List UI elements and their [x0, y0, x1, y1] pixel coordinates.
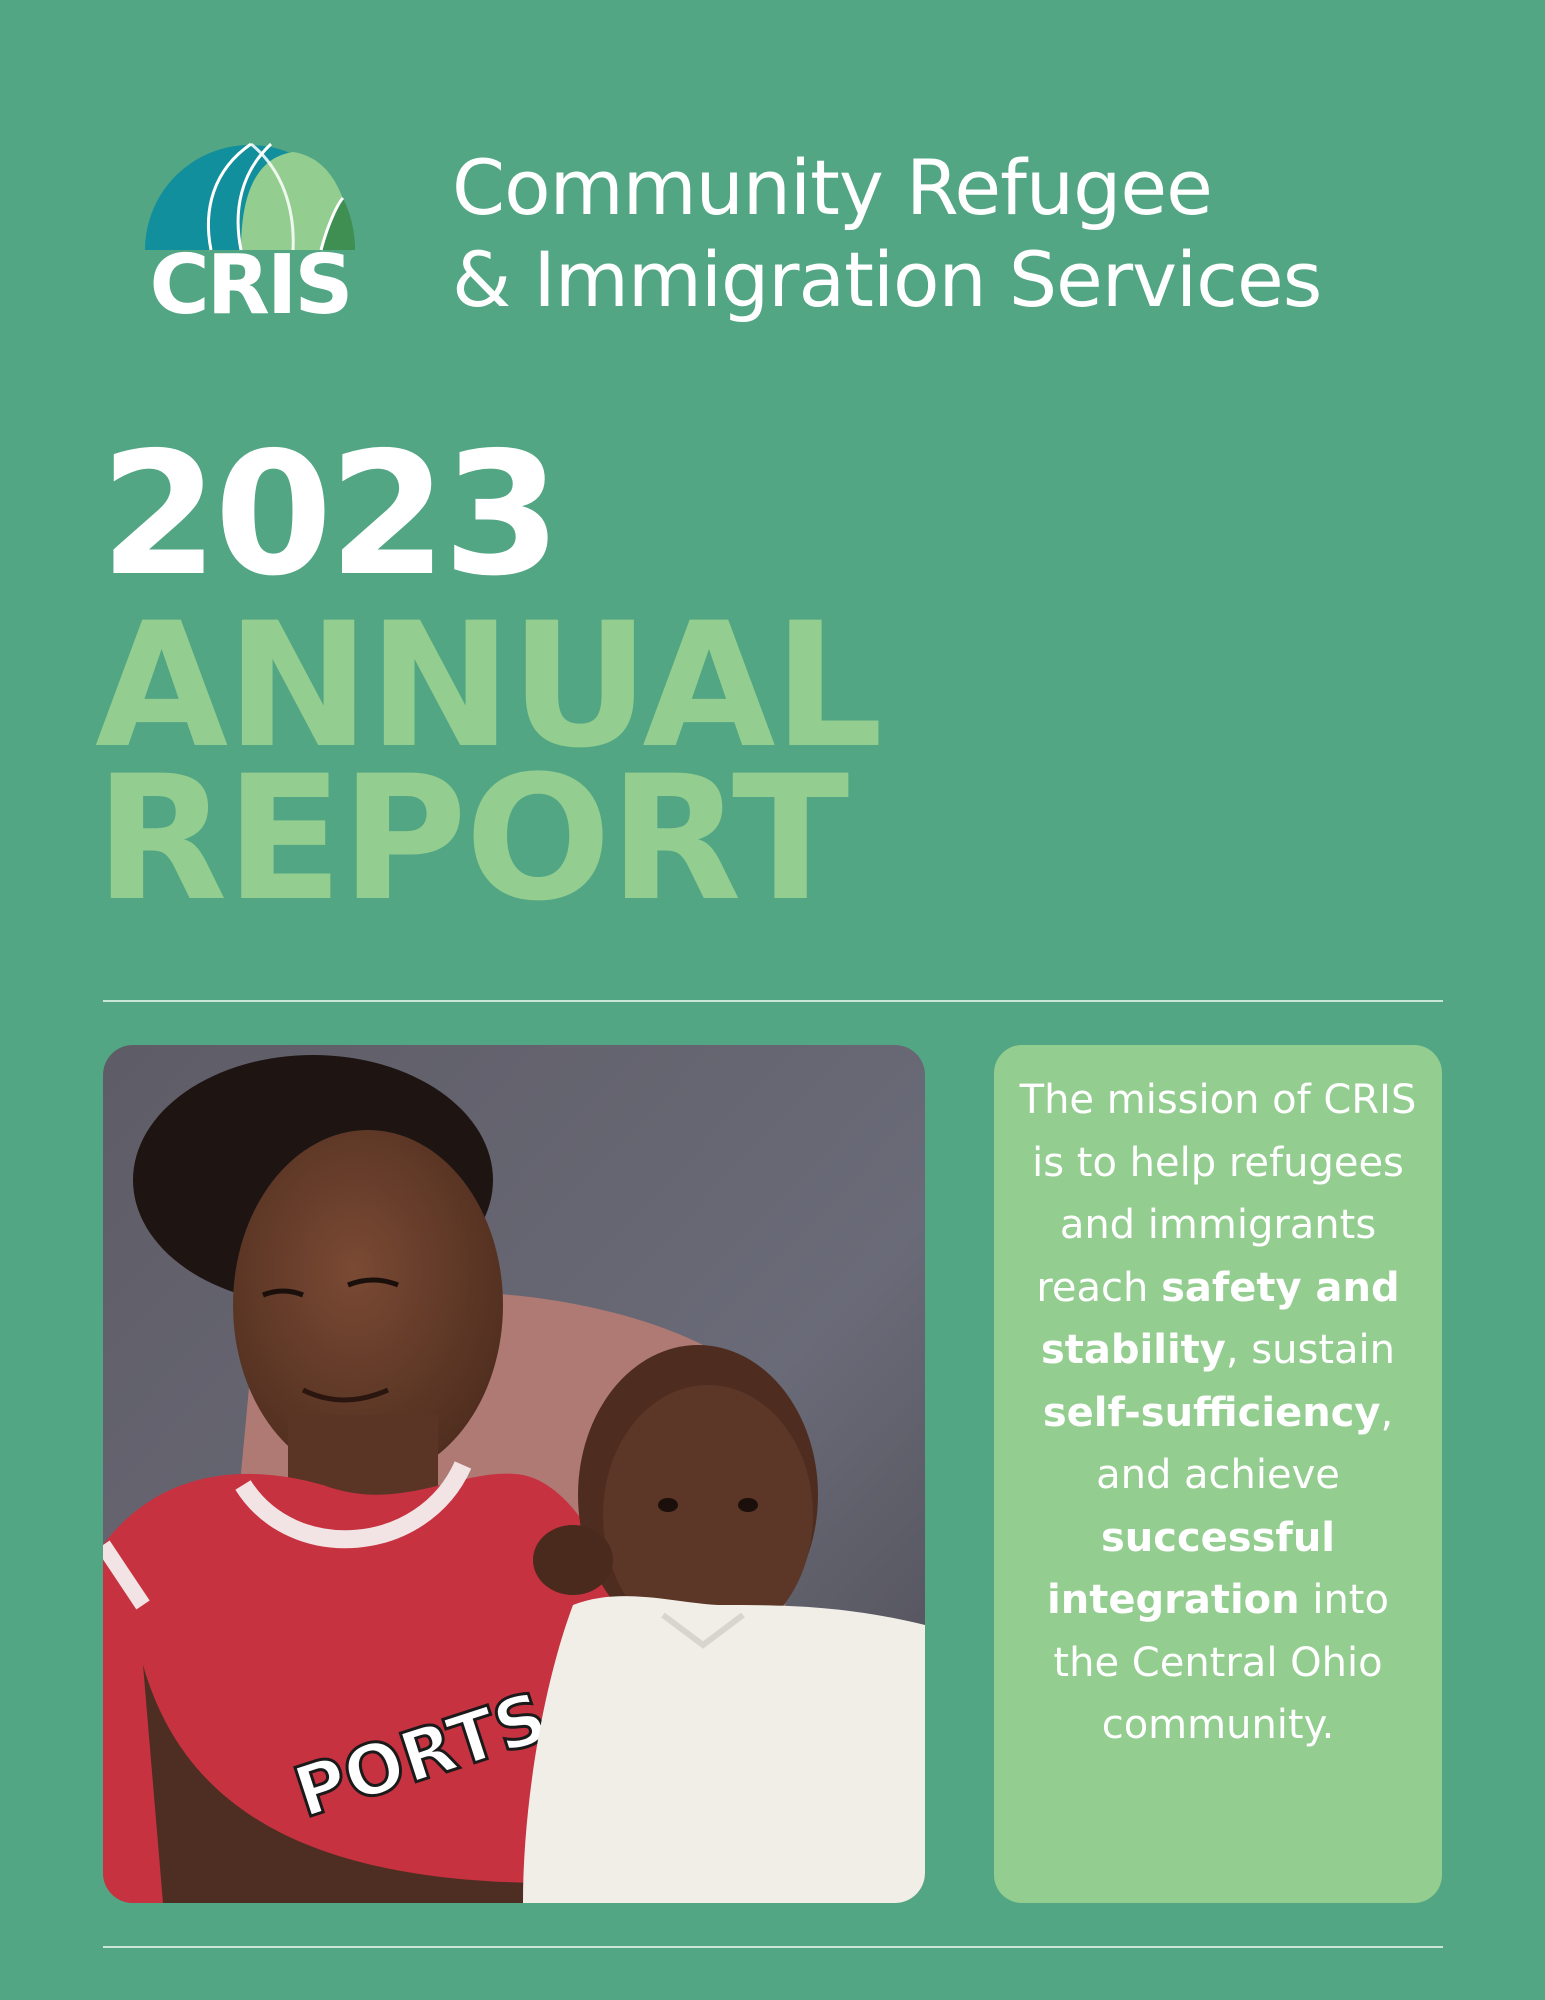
- mission-text-4: into the Central Ohio community.: [1053, 1577, 1389, 1748]
- title-annual: ANNUAL: [95, 585, 883, 786]
- mission-text-3: , and achieve: [1096, 1389, 1394, 1499]
- organization-name-line-1: Community Refugee: [452, 143, 1213, 232]
- mission-emphasis-3: successful integration: [1047, 1514, 1336, 1624]
- cris-logo: CRIS: [143, 140, 357, 332]
- divider-top: [103, 1000, 1443, 1002]
- mission-text-2: , sustain: [1225, 1327, 1395, 1373]
- organization-name: Community Refugee & Immigration Services: [452, 142, 1322, 326]
- mother-and-child-photo: PORTS: [103, 1045, 925, 1903]
- organization-name-line-2: & Immigration Services: [452, 235, 1322, 324]
- logo-arcs-icon: [145, 142, 355, 251]
- mission-emphasis-1: safety and stability: [1040, 1264, 1400, 1374]
- divider-bottom: [103, 1946, 1443, 1948]
- cover-photo: PORTS: [103, 1045, 925, 1903]
- mission-emphasis-2: self-sufficiency: [1042, 1389, 1381, 1436]
- mission-statement: The mission of CRIS is to help refugees …: [994, 1045, 1442, 1903]
- mission-text-1: The mission of CRIS is to help refugees …: [1019, 1077, 1417, 1311]
- logo-wordmark: CRIS: [149, 238, 354, 333]
- title-report: REPORT: [95, 738, 849, 939]
- report-year: 2023: [100, 416, 561, 614]
